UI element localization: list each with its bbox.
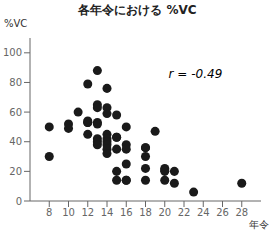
svg-text:24: 24 — [197, 207, 210, 218]
svg-text:18: 18 — [139, 207, 152, 218]
svg-text:28: 28 — [235, 207, 248, 218]
html-text:各年令における %VC: 各年令における %VC — [78, 3, 197, 17]
html-text:年令: 年令 — [249, 219, 269, 230]
svg-text:10: 10 — [62, 207, 75, 218]
svg-text:20: 20 — [158, 207, 171, 218]
html-text:%VC: %VC — [4, 18, 28, 29]
svg-text:8: 8 — [46, 207, 52, 218]
svg-text:20: 20 — [9, 166, 22, 177]
svg-text:100: 100 — [8, 47, 22, 58]
svg-text:0: 0 — [16, 196, 22, 207]
svg-text:14: 14 — [101, 207, 114, 218]
html-text:r = -0.49: r = -0.49 — [168, 66, 223, 81]
svg-text:26: 26 — [216, 207, 229, 218]
svg-text:16: 16 — [120, 207, 133, 218]
svg-text:40: 40 — [9, 136, 22, 147]
svg-text:80: 80 — [9, 77, 22, 88]
svg-text:60: 60 — [9, 107, 22, 118]
svg-text:22: 22 — [178, 207, 191, 218]
svg-text:12: 12 — [81, 207, 94, 218]
